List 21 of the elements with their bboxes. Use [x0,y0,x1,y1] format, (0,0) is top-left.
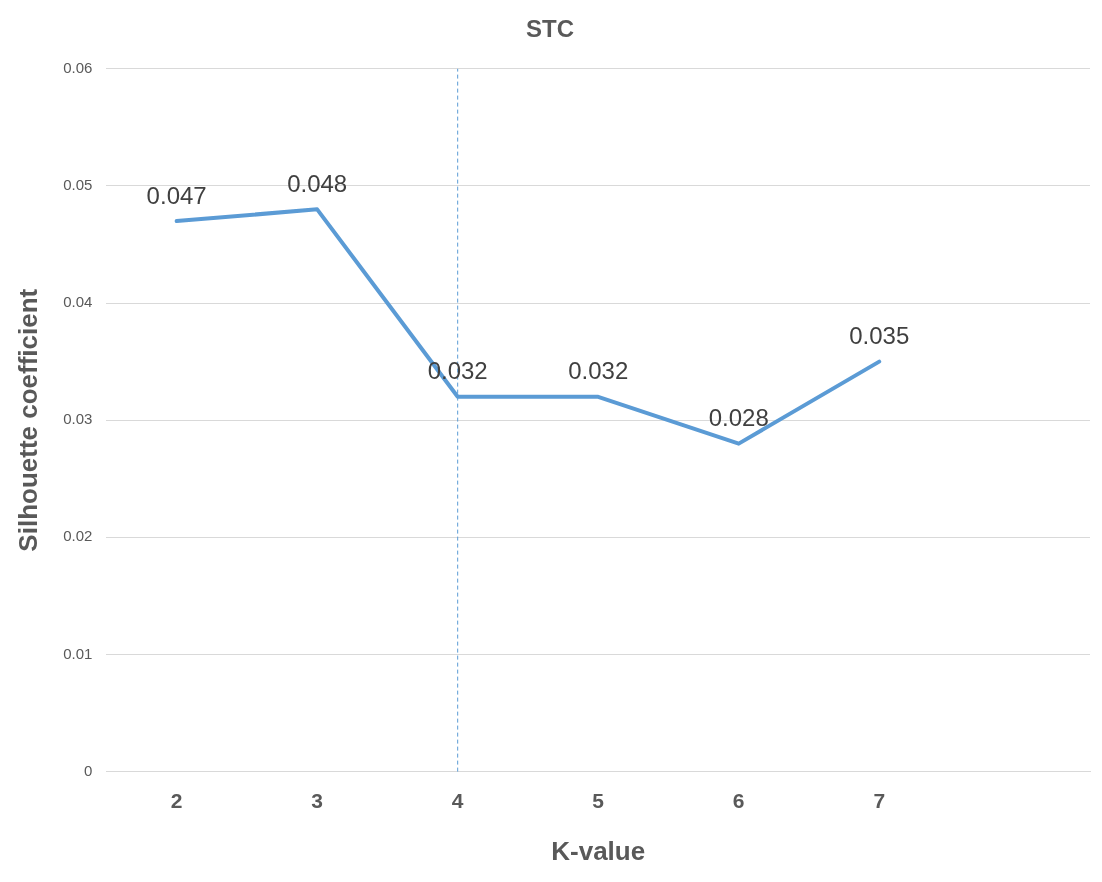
data-label: 0.047 [146,181,207,209]
y-axis-title: Silhouette coefficient [12,288,43,552]
y-tick-label: 0 [84,761,93,779]
x-tick-label: 2 [170,789,183,812]
x-tick-label: 6 [732,789,745,812]
y-tick-label: 0.01 [63,644,93,662]
data-label: 0.048 [287,169,348,197]
data-label: 0.032 [568,357,629,385]
y-tick-label: 0.04 [63,293,93,311]
x-tick-label: 3 [311,789,324,812]
x-axis-title: K-value [551,835,646,866]
data-label: 0.028 [708,404,769,432]
data-label: 0.035 [849,322,910,350]
y-tick-label: 0.05 [63,176,93,194]
x-tick-label: 7 [873,789,886,812]
y-tick-label: 0.06 [63,58,93,76]
x-tick-label: 4 [451,789,464,812]
x-tick-label: 5 [592,789,605,812]
y-tick-label: 0.03 [63,410,93,428]
y-tick-label: 0.02 [63,527,93,545]
chart-title: STC [526,15,574,43]
